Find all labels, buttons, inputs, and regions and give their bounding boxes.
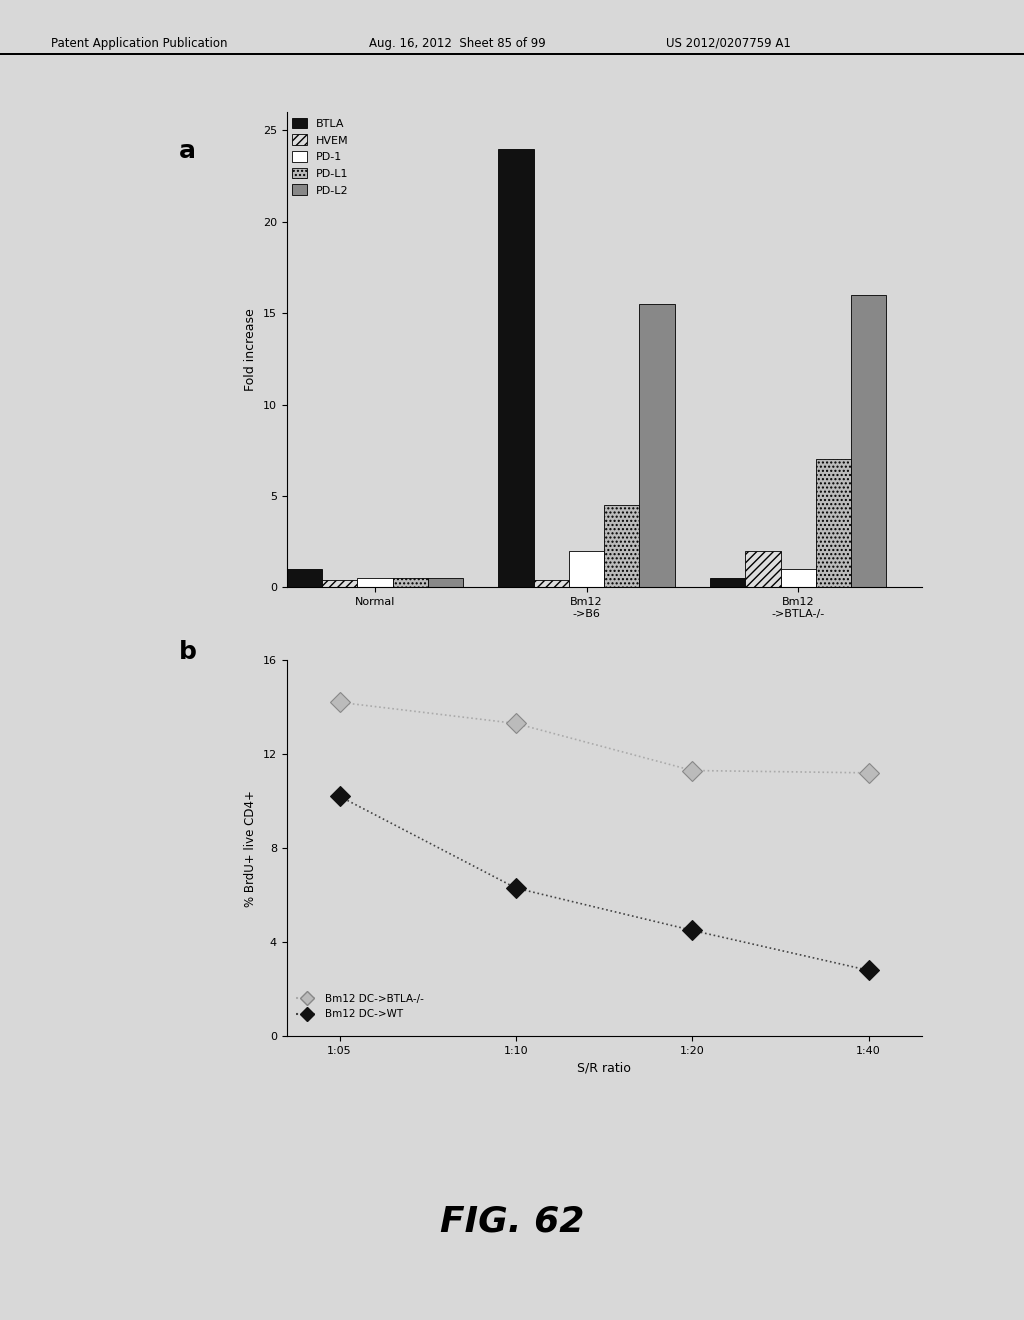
Text: Aug. 16, 2012  Sheet 85 of 99: Aug. 16, 2012 Sheet 85 of 99	[369, 37, 546, 50]
Bar	[851, 294, 887, 587]
Text: US 2012/0207759 A1: US 2012/0207759 A1	[666, 37, 791, 50]
Bm12 DC->BTLA-/-	[862, 766, 874, 781]
Y-axis label: % BrdU+ live CD4+: % BrdU+ live CD4+	[245, 789, 257, 907]
Text: a: a	[179, 139, 197, 162]
Bm12 DC->BTLA-/-	[334, 694, 346, 710]
Text: Patent Application Publication: Patent Application Publication	[51, 37, 227, 50]
Bar	[357, 578, 392, 587]
Bm12 DC->WT	[686, 923, 698, 939]
Bar	[604, 506, 639, 587]
Bar	[392, 578, 428, 587]
X-axis label: S/R ratio: S/R ratio	[578, 1061, 631, 1074]
Bar	[499, 149, 534, 587]
Bar	[569, 550, 604, 587]
Line: Bm12 DC->WT: Bm12 DC->WT	[333, 789, 876, 977]
Bar	[322, 579, 357, 587]
Bar	[780, 569, 816, 587]
Bm12 DC->BTLA-/-	[686, 763, 698, 779]
Y-axis label: Fold increase: Fold increase	[245, 309, 257, 391]
Bar	[534, 579, 569, 587]
Bm12 DC->WT	[510, 880, 522, 896]
Text: b: b	[179, 640, 197, 664]
Bm12 DC->WT	[334, 788, 346, 804]
Bar	[816, 459, 851, 587]
Legend: BTLA, HVEM, PD-1, PD-L1, PD-L2: BTLA, HVEM, PD-1, PD-L1, PD-L2	[292, 117, 348, 195]
Text: FIG. 62: FIG. 62	[440, 1204, 584, 1238]
Legend: Bm12 DC->BTLA-/-, Bm12 DC->WT: Bm12 DC->BTLA-/-, Bm12 DC->WT	[292, 990, 428, 1023]
Bar	[428, 578, 463, 587]
Bm12 DC->WT	[862, 962, 874, 978]
Bm12 DC->BTLA-/-	[510, 715, 522, 731]
Line: Bm12 DC->BTLA-/-: Bm12 DC->BTLA-/-	[333, 696, 876, 780]
Bar	[639, 304, 675, 587]
Bar	[287, 569, 322, 587]
Bar	[745, 550, 780, 587]
Bar	[710, 578, 745, 587]
